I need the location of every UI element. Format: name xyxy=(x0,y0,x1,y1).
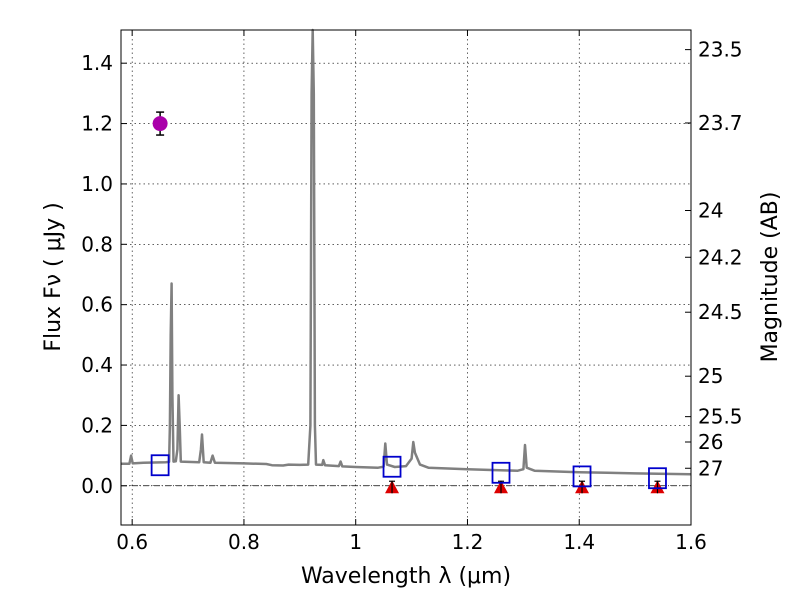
model-photometry-square xyxy=(150,454,170,477)
y-tick-label: 0.6 xyxy=(81,293,113,317)
x-tick-label: 0.8 xyxy=(228,530,260,554)
plot-layer xyxy=(121,28,692,494)
right-tick-label: 25 xyxy=(698,364,723,388)
y-tick-label: 0.4 xyxy=(81,353,113,377)
right-axis-title: Magnitude (AB) xyxy=(758,192,783,363)
y-tick-label: 1.2 xyxy=(81,112,113,136)
right-tick-label: 23.5 xyxy=(698,38,743,62)
model-photometry-square xyxy=(382,455,402,478)
y-tick-label: 1.4 xyxy=(81,51,113,75)
x-tick-label: 1.6 xyxy=(675,530,707,554)
right-tick-label: 24.5 xyxy=(698,300,743,324)
model-photometry-square xyxy=(491,461,511,484)
right-tick-label: 26 xyxy=(698,430,723,454)
right-tick-label: 24.2 xyxy=(698,245,743,269)
y-tick-label: 0.2 xyxy=(81,413,113,437)
model-photometry-square xyxy=(572,465,592,488)
x-tick-label: 1 xyxy=(349,530,362,554)
spectrum-line xyxy=(121,28,692,476)
y-tick-label: 1.0 xyxy=(81,172,113,196)
x-tick-label: 1.4 xyxy=(563,530,595,554)
x-axis-title: Wavelength λ (μm) xyxy=(301,564,511,589)
grid-layer xyxy=(121,30,692,525)
y-axis-title: Flux Fν ( μJy ) xyxy=(41,202,66,351)
plot-frame xyxy=(120,29,692,526)
right-tick-label: 25.5 xyxy=(698,405,743,429)
axis-layer: 0.6 0.8 1 1.2 1.4 1.6 0.0 0.2 0.4 0.6 0.8 1.0 1.2 1.4… xyxy=(81,30,743,554)
detection-point xyxy=(152,116,168,132)
x-tick-label: 1.2 xyxy=(452,530,484,554)
right-tick-label: 24 xyxy=(698,198,723,222)
right-tick-label: 27 xyxy=(698,456,723,480)
x-tick-label: 0.6 xyxy=(116,530,148,554)
model-photometry-square xyxy=(648,467,667,490)
right-tick-label: 23.7 xyxy=(698,111,743,135)
y-tick-label: 0.8 xyxy=(81,232,113,256)
y-tick-label: 0.0 xyxy=(81,474,113,498)
